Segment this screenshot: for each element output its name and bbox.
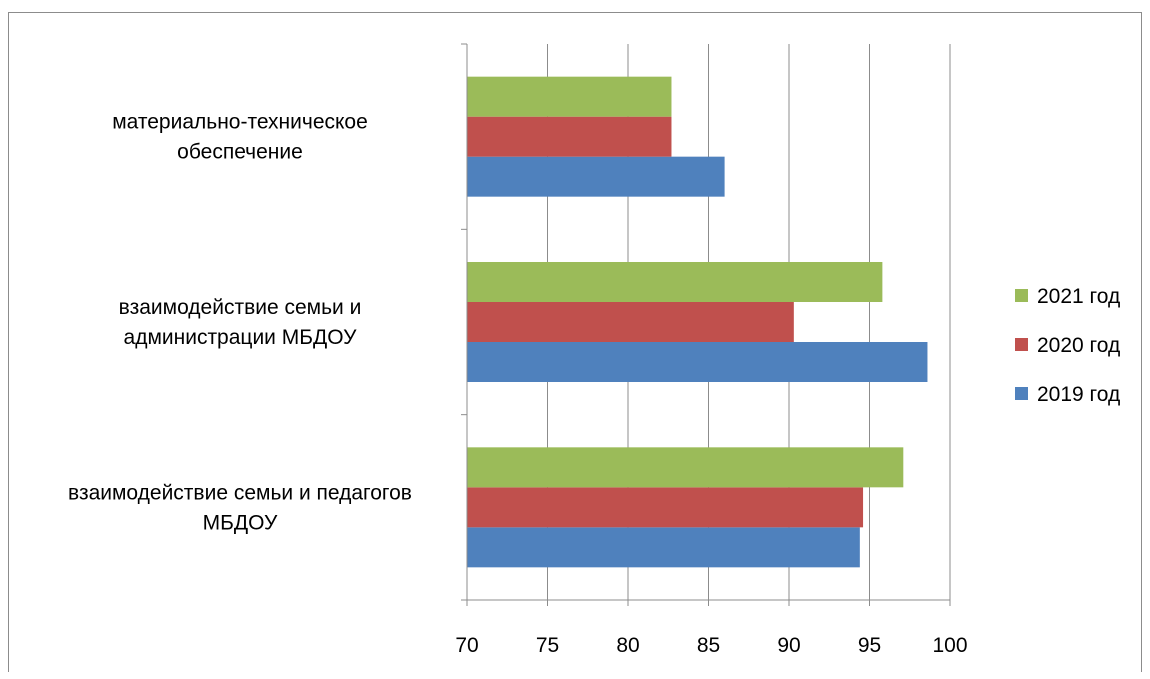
legend-label-2020-год: 2020 год (1037, 334, 1120, 357)
bar-2020-год-cat-1 (467, 302, 794, 342)
bar-2020-год-cat-2 (467, 116, 672, 157)
x-tick-label-85: 85 (697, 634, 720, 657)
bars (467, 76, 928, 568)
x-tick-label-90: 90 (777, 634, 800, 657)
bar-2021-год-cat-2 (467, 76, 672, 117)
category-label-2: материально-техническое обеспечение (112, 111, 368, 164)
bar-2019-год-cat-1 (467, 342, 928, 382)
x-tick-label-70: 70 (455, 634, 478, 657)
x-tick-label-100: 100 (932, 634, 967, 657)
axes (461, 43, 951, 606)
category-label-0: взаимодействие семьи и педагогов МБДОУ (68, 481, 412, 534)
bar-2021-год-cat-1 (467, 262, 883, 302)
category-label-1: взаимодействие семьи и администрации МБДО… (119, 296, 362, 349)
bar-2020-год-cat-0 (467, 487, 864, 528)
category-labels: взаимодействие семьи и педагогов МБДОУ вза… (68, 111, 412, 535)
legend-swatch-2020-год (1015, 338, 1028, 351)
tick-labels: 70 75 80 85 90 95 100 (455, 634, 967, 657)
bar-2019-год-cat-0 (467, 527, 860, 568)
legend-label-2021-год: 2021 год (1037, 285, 1120, 308)
legend-swatch-2019-год (1015, 387, 1028, 400)
bar-2021-год-cat-0 (467, 447, 904, 488)
legend-swatch-2021-год (1015, 289, 1028, 302)
x-tick-label-80: 80 (616, 634, 639, 657)
chart-frame (8, 12, 1142, 672)
legend-label-2019-год: 2019 год (1037, 383, 1120, 406)
legend: 2021 год 2020 год 2019 год (1015, 285, 1120, 406)
x-tick-label-95: 95 (858, 634, 881, 657)
x-tick-label-75: 75 (536, 634, 559, 657)
bar-2019-год-cat-2 (467, 156, 725, 197)
